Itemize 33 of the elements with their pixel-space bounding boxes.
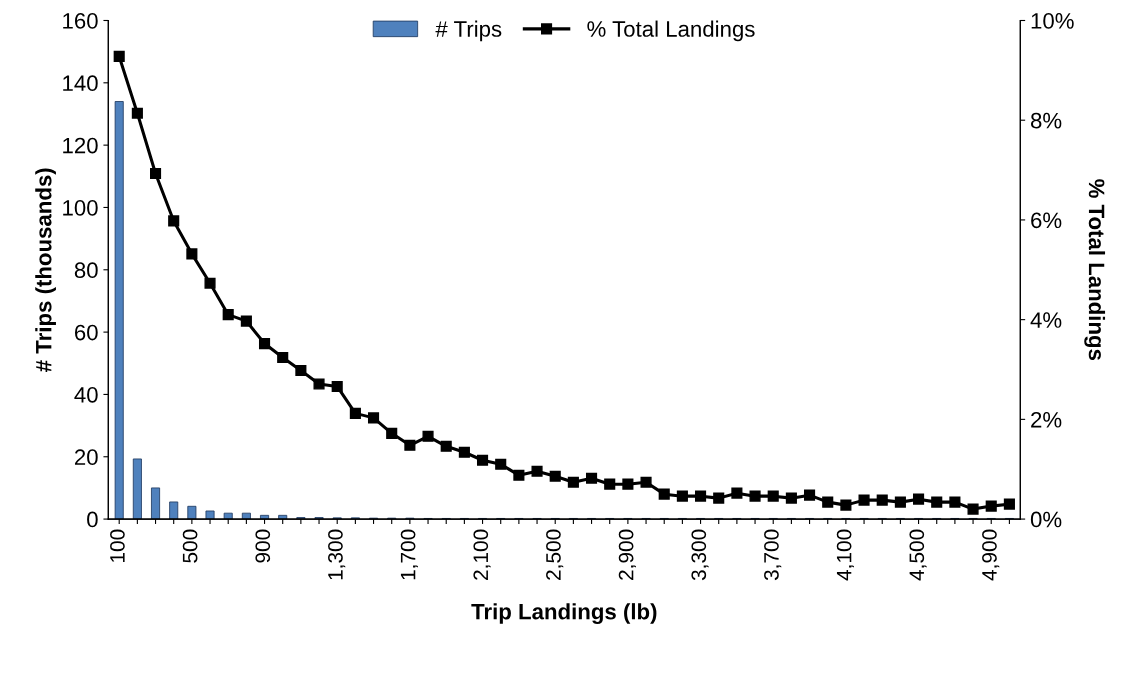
y-tick-label: 40 [74,386,98,403]
y-tick-label: 120 [63,137,98,154]
x-tick-label: 500 [182,529,198,563]
legend-label: % Total Landings [587,20,755,42]
y-tick-label: 80 [74,262,98,279]
x-tick-label: 2,100 [473,529,491,580]
x-tick-label: 4,100 [836,529,854,581]
y2-tick-label: 2% [1031,411,1062,428]
x-tick-label: 100 [110,529,125,562]
y-tick-label: 140 [63,75,98,92]
y2-tick-label: 10% [1031,13,1074,29]
x-tick-label: 1,700 [400,529,418,580]
y-tick-label: 60 [74,324,98,341]
x-tick-label: 4,500 [909,529,927,581]
x-tick-label: 3,300 [691,529,709,581]
x-tick-label: 2,500 [546,529,564,580]
y2-tick-label: 8% [1030,112,1062,129]
x-tick-label: 900 [255,529,271,563]
y-tick-label: 100 [63,200,98,216]
y2-tick-label: 6% [1031,212,1062,229]
y2-tick-label: 0% [1030,511,1062,528]
y-tick-label: 160 [63,13,98,29]
y2-axis-title: % Total Landings [1084,179,1106,361]
y2-tick-label: 4% [1030,312,1062,328]
legend-label: # Trips [435,20,502,42]
x-tick-label: 3,700 [764,529,782,581]
y-tick-label: 0 [87,511,98,528]
y-tick-label: 20 [74,449,98,466]
x-tick-label: 4,900 [982,529,1000,581]
x-tick-label: 2,900 [618,529,636,580]
x-tick-label: 1,300 [328,529,346,580]
x-axis-title: Trip Landings (lb) [471,603,657,624]
y-axis-title: # Trips (thousands) [35,168,56,372]
